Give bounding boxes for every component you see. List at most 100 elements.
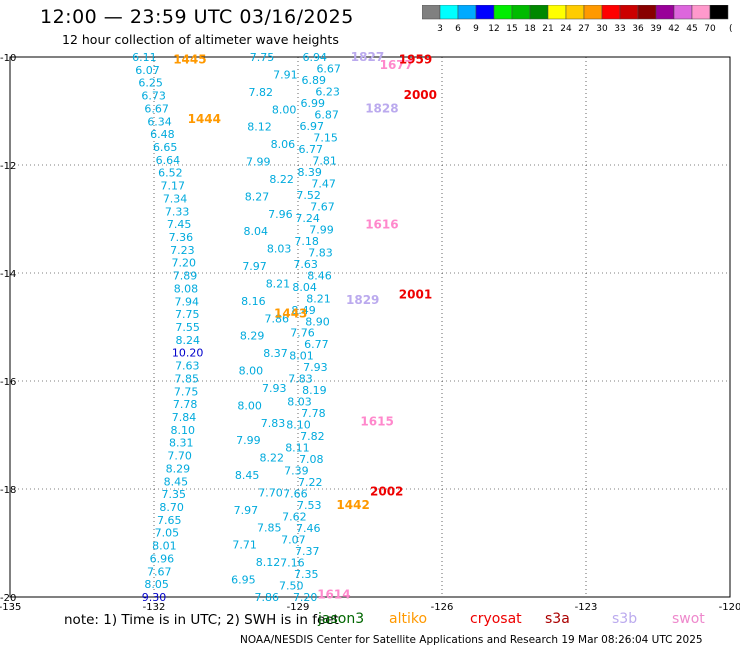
wave-height-value: 7.99 [236,434,261,447]
wave-height-value: 7.67 [147,565,172,578]
pass-number-label: 1677 [380,58,413,72]
pass-number-label: 1444 [188,112,221,126]
colorbar-label: 27 [578,24,589,34]
wave-height-value: 7.83 [308,246,333,259]
colorbar-label: 9 [473,24,479,34]
colorbar-swatch [709,5,729,20]
wave-height-value: 7.20 [293,591,318,604]
wave-height-value: 7.35 [162,488,187,501]
map-frame [9,56,731,598]
y-tick-label: -18 [0,485,16,496]
wave-height-value: 6.25 [138,77,163,90]
wave-height-value: 7.22 [298,476,323,489]
wave-height-value: 6.87 [314,108,339,121]
x-tick-label: -135 [0,602,21,613]
colorbar-label: 36 [632,24,644,34]
wave-height-value: 7.78 [301,407,326,420]
wave-height-value: 7.24 [295,212,320,225]
x-tick-label: -132 [143,602,166,613]
pass-number-label: 1615 [360,415,393,429]
wave-height-value: 6.11 [132,51,157,64]
wave-height-value: 7.82 [300,430,325,443]
legend-item-s3a: s3a [545,611,570,627]
wave-height-value: 8.46 [307,269,332,282]
wave-height-value: 8.37 [263,347,288,360]
wave-height-value: 8.03 [267,243,292,256]
wave-height-value: 8.10 [171,424,196,437]
wave-height-value: 7.16 [280,557,305,570]
colorbar-unit: (ft) [729,24,732,34]
legend-item-s3b: s3b [612,611,638,627]
wave-height-value: 8.01 [289,350,314,363]
pass-number-label: 1442 [336,498,369,512]
colorbar-label: 70 [704,24,716,34]
wave-height-value: 7.91 [273,68,298,81]
wave-height-value: 7.86 [264,312,289,325]
colorbar-label: 18 [524,24,536,34]
wave-height-value: 8.12 [247,121,272,134]
wave-height-value: 8.10 [286,419,311,432]
wave-height-value: 8.49 [291,304,316,317]
wave-height-value: 6.89 [302,74,327,87]
wave-height-value: 8.04 [292,281,317,294]
wave-height-value: 7.99 [309,223,334,236]
pass-number-label: 2000 [404,88,437,102]
colorbar-label: 15 [506,24,517,34]
wave-height-value: 6.23 [315,85,340,98]
wave-height-value: 7.46 [296,522,321,535]
wave-height-value: 7.65 [157,514,182,527]
x-tick-label: -126 [431,602,454,613]
wave-height-value: 7.33 [165,205,190,218]
wave-height-value: 8.21 [306,292,331,305]
wave-height-value: 8.29 [166,462,191,475]
wave-height-value: 7.83 [261,417,286,430]
wave-height-value: 7.62 [282,511,307,524]
wave-height-value: 7.78 [173,398,198,411]
wave-height-value: 8.05 [144,578,169,591]
wave-height-value: 7.82 [249,86,274,99]
x-tick-label: -129 [287,602,310,613]
wave-height-value: 7.18 [294,235,319,248]
y-tick-label: -14 [0,269,16,280]
wave-height-value: 7.83 [288,373,313,386]
wave-height-value: 8.06 [271,138,296,151]
wave-height-value: 7.53 [297,499,322,512]
colorbar-label: 33 [614,24,625,34]
wave-height-value: 7.96 [268,208,293,221]
footer-credit: NOAA/NESDIS Center for Satellite Applica… [240,634,703,646]
wave-height-value: 7.08 [299,453,324,466]
y-tick-label: -12 [0,161,16,172]
wave-height-value: 7.39 [284,465,309,478]
wave-height-value: 8.19 [302,384,327,397]
wave-height-value: 8.29 [240,330,265,343]
wave-height-value: 7.35 [294,568,319,581]
wave-height-value: 6.67 [316,62,341,75]
wave-height-value: 8.08 [174,282,199,295]
y-tick-label: -16 [0,377,16,388]
wave-height-value: 7.34 [163,192,188,205]
wave-height-value: 7.97 [234,504,259,517]
wave-height-value: 8.27 [245,190,270,203]
colorbar-label: 21 [542,24,553,34]
legend-item-cryosat: cryosat [470,611,522,627]
wave-height-value: 7.94 [174,295,199,308]
wave-height-value: 7.97 [242,260,267,273]
wave-height-value: 6.64 [156,154,181,167]
wave-height-value: 7.99 [246,156,271,169]
wave-height-value: 8.90 [305,315,330,328]
footer-note: note: 1) Time is in UTC; 2) SWH is in fe… [64,612,339,628]
wave-height-value: 7.75 [175,308,200,321]
wave-height-value: 6.77 [298,143,323,156]
colorbar-label: 30 [596,24,608,34]
wave-height-value: 7.66 [283,488,308,501]
wave-height-value: 7.45 [167,218,192,231]
wave-height-value: 8.31 [169,437,194,450]
colorbar-label: 3 [437,24,443,34]
colorbar-label: 12 [488,24,499,34]
wave-height-value: 8.16 [241,295,266,308]
wave-height-value: 6.99 [301,97,326,110]
wave-height-value: 7.81 [312,154,337,167]
wave-height-value: 8.11 [285,442,310,455]
